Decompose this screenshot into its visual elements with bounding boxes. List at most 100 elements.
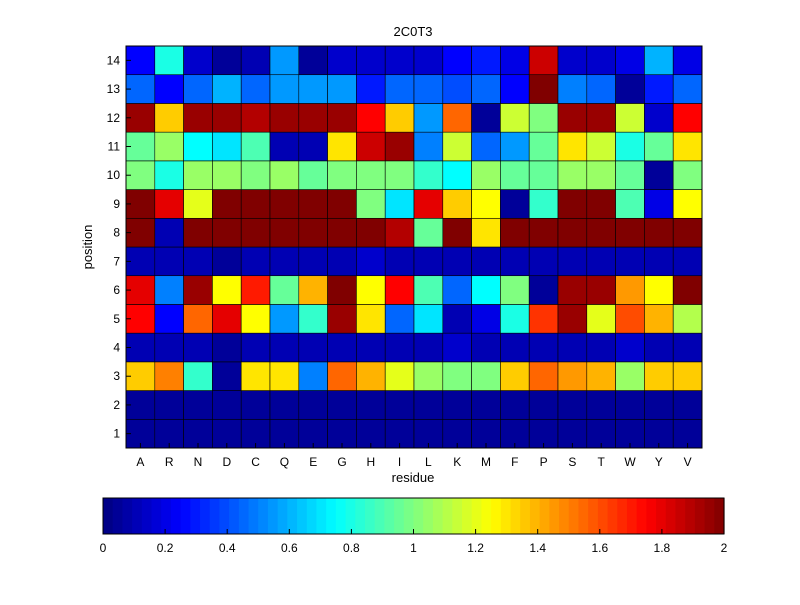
heatmap-cell-G-10 <box>327 160 357 190</box>
heatmap-cell-N-9 <box>183 189 213 219</box>
heatmap-cell-K-7 <box>442 246 472 277</box>
heatmap-cell-D-4 <box>212 332 242 363</box>
colorbar-tick-label: 0 <box>100 541 107 555</box>
colorbar-segment <box>141 498 153 534</box>
heatmap-cell-F-6 <box>500 275 530 305</box>
heatmap-cell-D-6 <box>212 275 242 305</box>
heatmap-cell-Y-6 <box>644 275 674 305</box>
heatmap-cell-F-13 <box>500 74 530 104</box>
heatmap-cell-E-9 <box>298 189 328 219</box>
heatmap-cell-V-8 <box>672 217 703 248</box>
colorbar-segment <box>559 498 570 534</box>
heatmap-cell-S-7 <box>557 246 588 277</box>
heatmap-cell-K-12 <box>442 103 472 133</box>
heatmap-cell-I-8 <box>384 217 415 248</box>
colorbar-segment <box>248 498 259 534</box>
x-tick-label: S <box>568 455 576 469</box>
heatmap-cell-F-7 <box>500 246 530 277</box>
heatmap-cell-P-12 <box>528 103 559 133</box>
heatmap-cell-Q-12 <box>269 103 300 133</box>
heatmap-cell-R-8 <box>154 217 184 248</box>
heatmap-cell-P-4 <box>528 332 559 363</box>
heatmap-cell-C-4 <box>240 332 271 363</box>
heatmap-cell-I-6 <box>384 275 415 305</box>
colorbar-segment <box>394 498 405 534</box>
y-tick-label: 12 <box>107 111 121 125</box>
colorbar-tick-label: 1.8 <box>654 541 671 555</box>
heatmap-cell-K-14 <box>442 45 472 76</box>
colorbar-segment <box>403 498 415 534</box>
heatmap-cell-G-7 <box>327 246 357 277</box>
heatmap-cell-Q-2 <box>269 390 300 420</box>
heatmap-cell-K-9 <box>442 189 472 219</box>
heatmap-cell-P-3 <box>528 361 559 391</box>
heatmap-cell-H-5 <box>356 304 386 334</box>
heatmap-cell-N-8 <box>183 217 213 248</box>
heatmap-cell-K-11 <box>442 131 472 162</box>
heatmap-cell-N-11 <box>183 131 213 162</box>
heatmap-cell-R-10 <box>154 160 184 190</box>
heatmap-cell-Q-6 <box>269 275 300 305</box>
heatmap-cell-P-5 <box>528 304 559 334</box>
x-tick-label: T <box>598 455 606 469</box>
heatmap-cell-E-7 <box>298 246 328 277</box>
heatmap-cell-M-2 <box>471 390 501 420</box>
heatmap-cell-R-6 <box>154 275 184 305</box>
heatmap-cell-L-5 <box>413 304 444 334</box>
heatmap-cell-Q-13 <box>269 74 300 104</box>
heatmap-cell-H-11 <box>356 131 386 162</box>
heatmap-cell-G-4 <box>327 332 357 363</box>
heatmap-cell-G-5 <box>327 304 357 334</box>
heatmap-cell-R-3 <box>154 361 184 391</box>
colorbar-segment <box>384 498 395 534</box>
heatmap-cell-S-4 <box>557 332 588 363</box>
heatmap-cell-L-4 <box>413 332 444 363</box>
x-tick-label: D <box>222 455 231 469</box>
x-tick-label: M <box>481 455 491 469</box>
heatmap-cells <box>125 45 703 449</box>
heatmap-cell-V-4 <box>672 332 703 363</box>
heatmap-cell-T-10 <box>586 160 616 190</box>
heatmap-cell-C-11 <box>240 131 271 162</box>
heatmap-cell-V-10 <box>672 160 703 190</box>
heatmap-cell-P-9 <box>528 189 559 219</box>
heatmap-cell-I-5 <box>384 304 415 334</box>
heatmap-cell-L-3 <box>413 361 444 391</box>
heatmap-cell-H-10 <box>356 160 386 190</box>
heatmap-cell-V-7 <box>672 246 703 277</box>
heatmap-cell-E-5 <box>298 304 328 334</box>
heatmap-cell-Y-14 <box>644 45 674 76</box>
colorbar-segment <box>442 498 453 534</box>
x-tick-label: F <box>511 455 518 469</box>
colorbar-segment <box>345 498 356 534</box>
colorbar-segment <box>190 498 201 534</box>
heatmap-cell-V-2 <box>672 390 703 420</box>
x-tick-label: W <box>624 455 636 469</box>
heatmap-cell-H-12 <box>356 103 386 133</box>
heatmap-cell-G-3 <box>327 361 357 391</box>
heatmap-cell-E-8 <box>298 217 328 248</box>
heatmap-cell-D-14 <box>212 45 242 76</box>
colorbar-segment <box>209 498 221 534</box>
heatmap-cell-I-9 <box>384 189 415 219</box>
heatmap-cell-F-3 <box>500 361 530 391</box>
heatmap-cell-F-9 <box>500 189 530 219</box>
chart-title: 2C0T3 <box>393 24 432 39</box>
colorbar-segment <box>656 498 667 534</box>
heatmap-cell-Y-12 <box>644 103 674 133</box>
colorbar-segment <box>549 498 560 534</box>
colorbar-segment <box>238 498 250 534</box>
heatmap-cell-Y-7 <box>644 246 674 277</box>
heatmap-cell-W-3 <box>615 361 645 391</box>
heatmap-cell-M-6 <box>471 275 501 305</box>
colorbar-segment <box>287 498 298 534</box>
y-tick-label: 8 <box>113 226 120 240</box>
colorbar-segment <box>462 498 473 534</box>
y-tick-label: 10 <box>107 168 121 182</box>
colorbar-segment <box>626 498 638 534</box>
x-tick-label: Y <box>655 455 663 469</box>
heatmap-cell-Q-10 <box>269 160 300 190</box>
heatmap-cell-H-2 <box>356 390 386 420</box>
heatmap-cell-Y-9 <box>644 189 674 219</box>
